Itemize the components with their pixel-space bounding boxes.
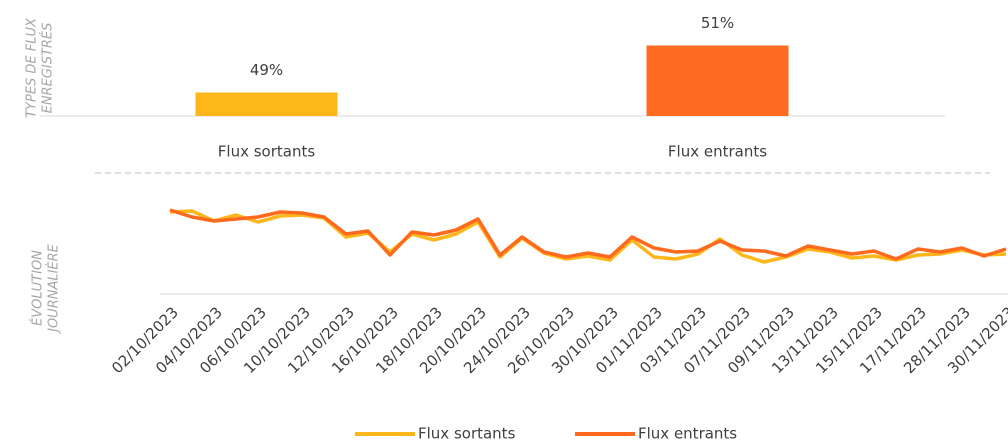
legend-label: Flux entrants — [638, 425, 737, 443]
section-label: TYPES DE FLUX ENREGISTRÉS — [25, 17, 56, 118]
legend-label: Flux sortants — [418, 425, 516, 443]
section-label-line: JOURNALIÈRE — [46, 243, 62, 335]
category-label: Flux sortants — [218, 143, 316, 161]
section-label-line: TYPES DE FLUX — [25, 17, 40, 118]
bar — [646, 45, 789, 116]
bar — [195, 92, 338, 116]
section-label-line: ENREGISTRÉS — [40, 23, 56, 114]
line-series — [169, 208, 1007, 261]
section-label-line: ÉVOLUTION — [30, 250, 46, 326]
data-label: 49% — [250, 61, 283, 79]
category-label: Flux entrants — [668, 143, 767, 161]
section-label: ÉVOLUTION JOURNALIÈRE — [30, 243, 62, 335]
data-label: 51% — [701, 14, 734, 32]
